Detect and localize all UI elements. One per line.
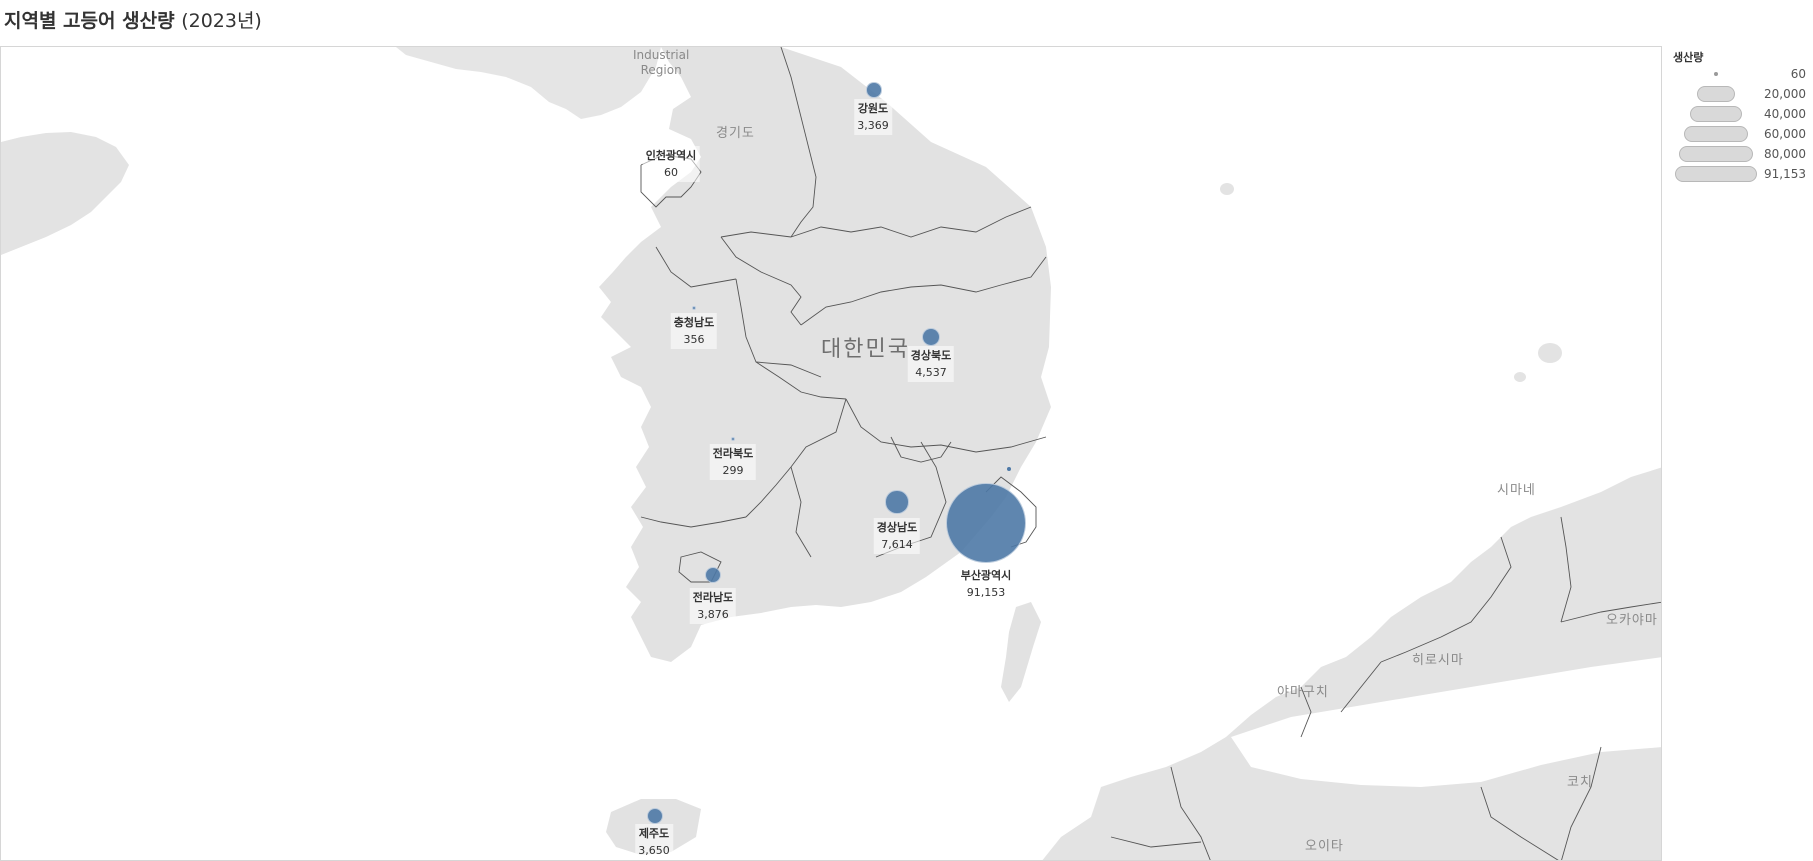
legend-value: 80,000 xyxy=(1764,147,1806,161)
bubble-5[interactable] xyxy=(885,490,909,514)
place-yamaguchi: 야마구치 xyxy=(1277,685,1329,700)
legend-row: 80,000 xyxy=(1670,144,1810,164)
region-label-5: 경상남도 7,614 xyxy=(873,518,921,554)
land-north xyxy=(396,47,661,119)
region-value: 7,614 xyxy=(881,538,913,551)
region-label-8: 제주도 3,650 xyxy=(635,824,673,860)
region-label-6: 부산광역시 91,153 xyxy=(957,566,1015,602)
legend-value: 91,153 xyxy=(1764,167,1806,181)
bubble-small-dot[interactable] xyxy=(1007,467,1011,471)
legend-row: 91,153 xyxy=(1670,164,1810,184)
legend-value: 40,000 xyxy=(1764,107,1806,121)
place-shimane: 시마네 xyxy=(1497,483,1536,498)
region-label-1: 인천광역시 60 xyxy=(642,146,700,182)
japan-borders xyxy=(1110,516,1661,860)
bubble-2[interactable] xyxy=(691,305,697,311)
place-kochi: 코치 xyxy=(1567,775,1593,790)
region-value: 356 xyxy=(683,333,705,346)
size-legend: 생산량 60 20,000 40,000 60,000 80,000 91,153 xyxy=(1670,46,1810,196)
region-name: 충청남도 xyxy=(673,316,715,329)
inland-sea xyxy=(1231,657,1661,787)
land-japan xyxy=(1042,467,1661,860)
legend-dot xyxy=(1714,72,1718,76)
place-region-word: Region xyxy=(640,63,682,77)
page-title: 지역별 고등어 생산량 (2023년) xyxy=(4,6,262,33)
bubble-3[interactable] xyxy=(922,328,940,346)
place-country: 대한민국 xyxy=(821,337,910,362)
legend-title: 생산량 xyxy=(1673,51,1704,64)
title-year: (2023년) xyxy=(181,10,262,32)
place-oita: 오이타 xyxy=(1305,839,1344,854)
place-hiroshima: 히로시마 xyxy=(1412,653,1464,668)
place-industrial-region: Industrial Region xyxy=(633,48,689,78)
bubble-0[interactable] xyxy=(866,82,882,98)
region-name: 경상남도 xyxy=(876,521,918,534)
legend-shape xyxy=(1684,126,1748,142)
legend-row: 20,000 xyxy=(1670,84,1810,104)
place-gyeonggi: 경기도 xyxy=(716,126,755,141)
legend-row: 60 xyxy=(1670,64,1810,84)
land-korea xyxy=(599,47,1051,662)
legend-row: 60,000 xyxy=(1670,124,1810,144)
region-name: 제주도 xyxy=(638,827,670,840)
land-china xyxy=(1,132,129,255)
legend-value: 60 xyxy=(1790,67,1806,81)
legend-shape xyxy=(1690,106,1742,122)
region-value: 299 xyxy=(722,464,744,477)
region-label-4: 전라북도 299 xyxy=(709,444,757,480)
region-label-3: 경상북도 4,537 xyxy=(907,346,955,382)
legend-value: 20,000 xyxy=(1764,87,1806,101)
bubble-8[interactable] xyxy=(646,807,663,824)
title-main: 지역별 고등어 생산량 xyxy=(4,10,175,32)
region-name: 전라남도 xyxy=(692,591,734,604)
land-geoje xyxy=(1001,602,1041,702)
map-view[interactable]: Industrial Region 경기도 대한민국 시마네 히로시마 야마구치… xyxy=(0,46,1662,861)
region-label-2: 충청남도 356 xyxy=(670,313,718,349)
region-name: 인천광역시 xyxy=(645,149,697,162)
region-name: 강원도 xyxy=(857,102,889,115)
region-value: 3,369 xyxy=(857,119,889,132)
region-label-7: 전라남도 3,876 xyxy=(689,588,737,624)
legend-value: 60,000 xyxy=(1764,127,1806,141)
place-okayama: 오카야마 xyxy=(1606,613,1658,628)
legend-shape xyxy=(1675,166,1757,182)
province-borders xyxy=(640,47,1047,583)
place-industrial-word: Industrial xyxy=(633,48,690,62)
region-label-0: 강원도 3,369 xyxy=(854,99,892,135)
bubble-7[interactable] xyxy=(704,566,722,584)
region-name: 경상북도 xyxy=(910,349,952,362)
region-value: 3,650 xyxy=(638,844,670,857)
legend-shape xyxy=(1679,146,1753,162)
region-name: 부산광역시 xyxy=(960,569,1012,582)
bubble-4[interactable] xyxy=(730,436,736,442)
bubble-6[interactable] xyxy=(946,483,1026,563)
legend-shape xyxy=(1697,86,1735,102)
region-value: 60 xyxy=(663,166,678,179)
legend-row: 40,000 xyxy=(1670,104,1810,124)
region-value: 3,876 xyxy=(697,608,729,621)
region-value: 91,153 xyxy=(966,586,1006,599)
region-value: 4,537 xyxy=(915,366,947,379)
basemap xyxy=(1,47,1661,860)
region-name: 전라북도 xyxy=(712,447,754,460)
